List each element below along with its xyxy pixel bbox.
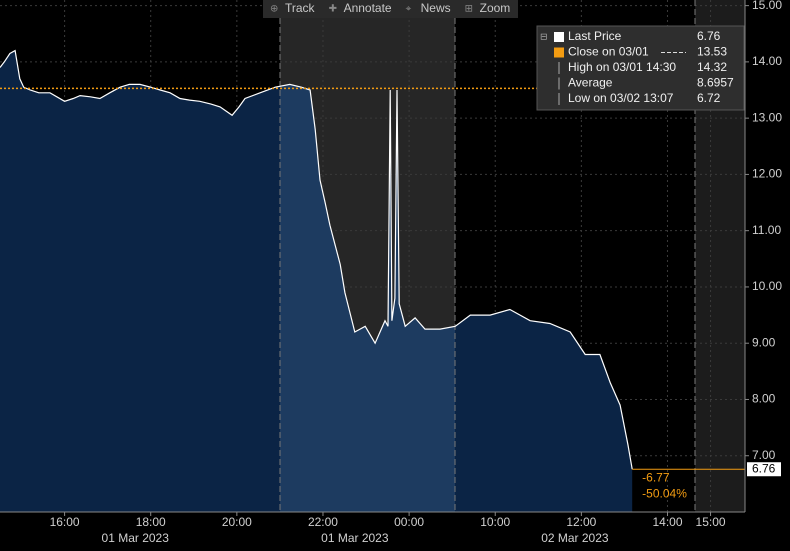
y-tick-label: 10.00 bbox=[752, 279, 782, 293]
legend-label: Low on 03/02 13:07 bbox=[568, 91, 674, 105]
legend-value: 14.32 bbox=[697, 60, 727, 74]
y-tick-label: 15.00 bbox=[752, 0, 782, 12]
x-tick-label: 20:00 bbox=[222, 515, 252, 529]
y-tick-label: 12.00 bbox=[752, 167, 782, 181]
price-line bbox=[0, 49, 633, 470]
legend-value: 6.72 bbox=[697, 91, 721, 105]
x-tick-label: 14:00 bbox=[652, 515, 682, 529]
last-price-tag-label: 6.76 bbox=[752, 461, 776, 475]
toolbar-button[interactable]: Track bbox=[285, 1, 316, 15]
y-tick-label: 14.00 bbox=[752, 54, 782, 68]
legend-value: 8.6957 bbox=[697, 76, 734, 90]
toolbar-icon: ⌖ bbox=[406, 4, 412, 15]
toolbar-button[interactable]: News bbox=[421, 1, 451, 15]
x-tick-label: 00:00 bbox=[394, 515, 424, 529]
x-date-label: 02 Mar 2023 bbox=[541, 531, 609, 545]
legend-swatch bbox=[554, 32, 564, 42]
area-fill bbox=[455, 309, 633, 512]
change-pct-label: -50.04% bbox=[642, 486, 687, 500]
toolbar-icon: ⊞ bbox=[465, 4, 473, 15]
legend-box bbox=[536, 25, 745, 111]
toolbar-icon: ⊕ bbox=[270, 4, 278, 15]
y-tick-label: 11.00 bbox=[752, 223, 781, 237]
y-tick-label: 13.00 bbox=[752, 110, 782, 124]
toolbar-button[interactable]: Annotate bbox=[344, 1, 392, 15]
change-label: -6.77 bbox=[642, 470, 670, 484]
x-date-label: 01 Mar 2023 bbox=[102, 531, 170, 545]
last-price-tag bbox=[747, 462, 781, 477]
x-tick-label: 18:00 bbox=[136, 515, 166, 529]
toolbar-icon: ✚ bbox=[329, 4, 337, 15]
x-tick-label: 16:00 bbox=[50, 515, 80, 529]
legend-value: 6.76 bbox=[697, 29, 721, 43]
legend-label: Average bbox=[568, 76, 613, 90]
legend-value: 13.53 bbox=[697, 45, 727, 59]
x-tick-label: 15:00 bbox=[696, 515, 726, 529]
x-tick-label: 10:00 bbox=[480, 515, 510, 529]
y-tick-label: 9.00 bbox=[752, 335, 776, 349]
y-tick-label: 7.00 bbox=[752, 448, 776, 462]
legend-label: Last Price bbox=[568, 29, 622, 43]
area-fill bbox=[0, 50, 280, 512]
legend-label: Close on 03/01 bbox=[568, 45, 649, 59]
toolbar bbox=[263, 0, 518, 18]
area-fill bbox=[280, 84, 455, 512]
toolbar-button[interactable]: Zoom bbox=[480, 1, 511, 15]
x-tick-label: 12:00 bbox=[566, 515, 596, 529]
x-tick-label: 22:00 bbox=[308, 515, 338, 529]
legend-swatch bbox=[554, 47, 564, 58]
x-date-label: 01 Mar 2023 bbox=[321, 531, 389, 545]
legend-label: High on 03/01 14:30 bbox=[568, 60, 676, 74]
legend-collapse: ⊟ bbox=[540, 31, 548, 41]
y-tick-label: 8.00 bbox=[752, 392, 776, 406]
